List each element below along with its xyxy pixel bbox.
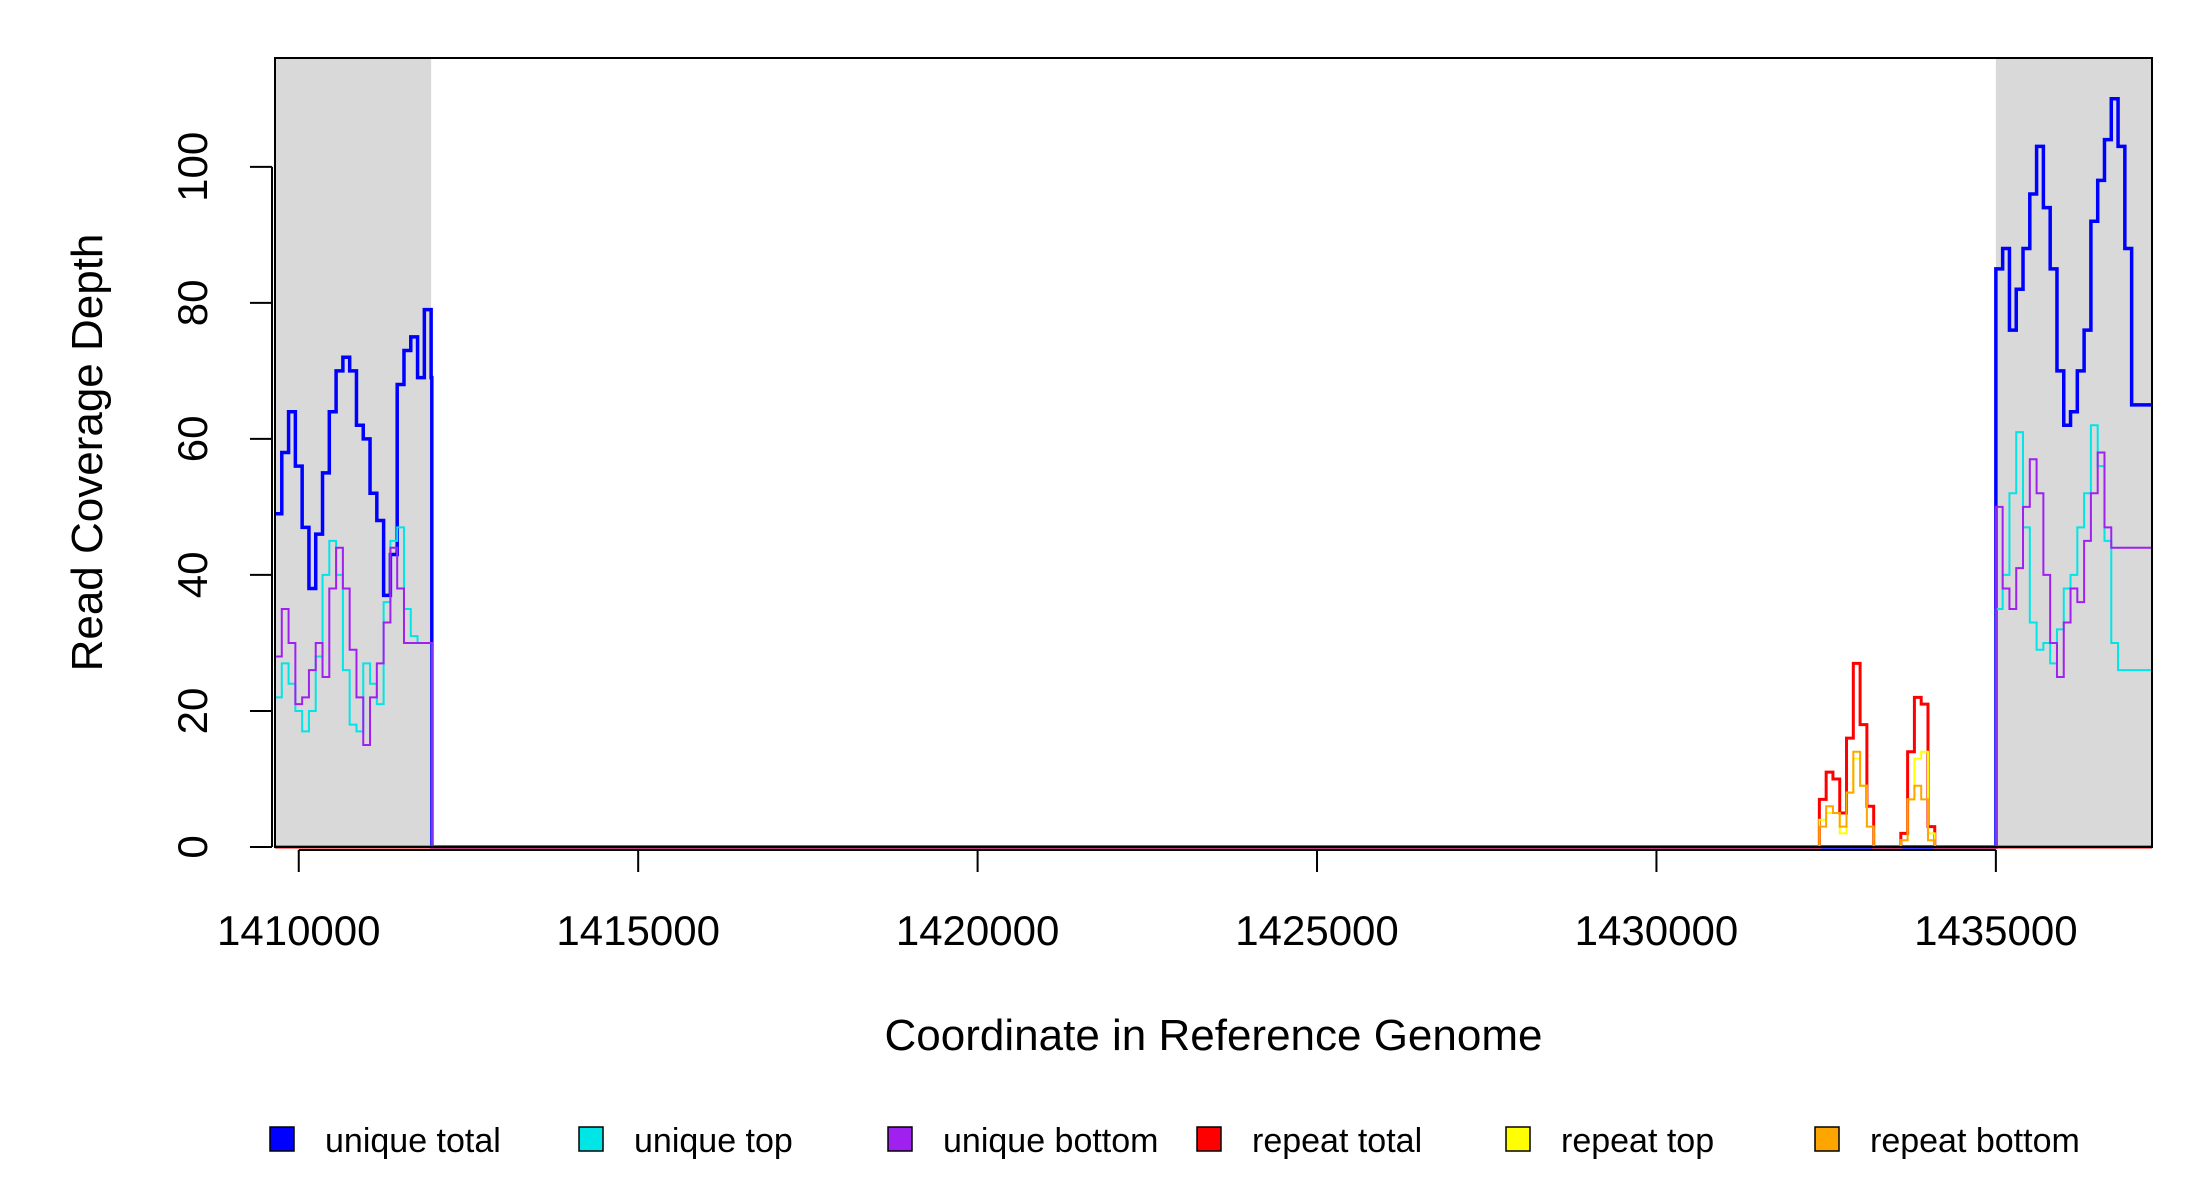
series-line-unique-total	[275, 97, 2152, 849]
shaded-region-1	[275, 58, 432, 847]
series-line-unique-bottom	[275, 451, 2152, 848]
series-line-repeat-top	[275, 750, 2152, 848]
series-line-repeat-total	[275, 661, 2152, 849]
legend: unique total unique top unique bottom repea…	[269, 1122, 2080, 1160]
plot-border	[274, 57, 2153, 848]
legend-swatch-unique-total	[269, 1126, 295, 1152]
y-tick-label: 100	[169, 132, 216, 202]
x-tick-label: 1430000	[1575, 907, 1739, 954]
x-tick-label: 1435000	[1914, 907, 2078, 954]
x-tick-label: 1425000	[1235, 907, 1399, 954]
legend-swatch-unique-bottom	[887, 1126, 913, 1152]
x-tick-label: 1420000	[896, 907, 1060, 954]
shaded-regions	[275, 58, 2152, 847]
y-tick-label: 80	[169, 280, 216, 327]
series-line-unique-top	[275, 424, 2152, 848]
series-line-repeat-bottom	[275, 750, 2152, 848]
legend-label-unique-top: unique top	[634, 1122, 793, 1160]
x-tick-label: 1410000	[217, 907, 381, 954]
y-axis-title: Read Coverage Depth	[63, 234, 112, 672]
legend-label-unique-bottom: unique bottom	[943, 1122, 1159, 1160]
legend-label-unique-total: unique total	[325, 1122, 501, 1160]
y-tick-label: 40	[169, 552, 216, 599]
legend-label-repeat-total: repeat total	[1252, 1122, 1422, 1160]
legend-label-repeat-bottom: repeat bottom	[1870, 1122, 2080, 1160]
x-tick-label: 1415000	[556, 907, 720, 954]
plot-area	[275, 97, 2152, 849]
y-tick-label: 60	[169, 416, 216, 463]
legend-swatch-unique-top	[578, 1126, 604, 1152]
y-tick-label: 0	[169, 835, 216, 858]
legend-label-repeat-top: repeat top	[1561, 1122, 1714, 1160]
x-axis: 1410000 1415000 1420000 1425000 1430000 14350…	[217, 849, 2078, 954]
y-axis: 0 20 40 60 80 100	[169, 132, 273, 859]
x-axis-title: Coordinate in Reference Genome	[885, 1011, 1543, 1060]
legend-swatch-repeat-total	[1196, 1126, 1222, 1152]
legend-swatch-repeat-bottom	[1814, 1126, 1840, 1152]
y-tick-label: 20	[169, 688, 216, 735]
legend-swatch-repeat-top	[1505, 1126, 1531, 1152]
shaded-region-2	[1995, 58, 2152, 847]
